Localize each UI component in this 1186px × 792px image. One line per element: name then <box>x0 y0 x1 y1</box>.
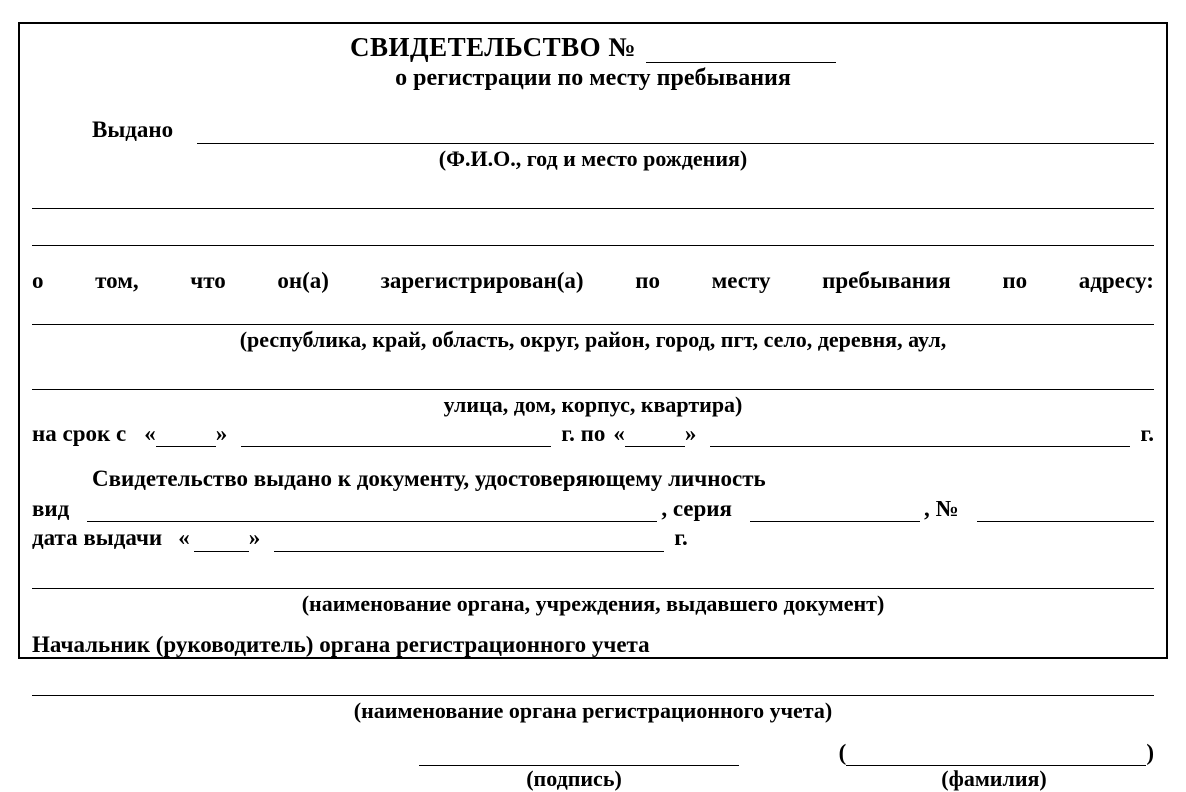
period-day2-blank[interactable] <box>625 424 685 447</box>
kind-label: вид <box>32 495 69 523</box>
period-day1-blank[interactable] <box>156 424 216 447</box>
doc-series-blank[interactable] <box>750 499 920 522</box>
w2: том, <box>95 268 138 294</box>
chief-line: Начальник (руководитель) органа регистра… <box>32 631 650 659</box>
doc-date-day-blank[interactable] <box>194 529 249 552</box>
num-label: , № <box>924 495 959 523</box>
surname-hint: (фамилия) <box>834 766 1154 792</box>
issued-to-blank[interactable] <box>197 121 1154 144</box>
q-close-2: » <box>685 420 697 448</box>
subtitle: о регистрации по месту пребывания <box>32 65 1154 92</box>
issuer-blank[interactable] <box>32 566 1154 589</box>
doc-number-blank[interactable] <box>977 499 1154 522</box>
line-blank-1[interactable] <box>32 186 1154 209</box>
issued-row: Выдано <box>32 116 1154 144</box>
period-month1-blank[interactable] <box>241 424 551 447</box>
address-hint-2: улица, дом, корпус, квартира) <box>32 392 1154 418</box>
w3: что <box>190 268 225 294</box>
period-row: на срок с « » г. по « » г. <box>32 420 1154 448</box>
registered-sentence: о том, что он(а) зарегистрирован(а) по м… <box>32 268 1154 294</box>
w7: месту <box>712 268 771 294</box>
w8: пребывания <box>822 268 951 294</box>
surname-close-paren: ) <box>1146 740 1154 766</box>
doc-sentence-row: Свидетельство выдано к документу, удосто… <box>32 465 1154 493</box>
period-mid: г. по <box>561 420 605 448</box>
title-row: СВИДЕТЕЛЬСТВО № <box>32 32 1154 63</box>
w9: по <box>1002 268 1027 294</box>
q-open-2: « <box>613 420 625 448</box>
period-prefix: на срок с <box>32 420 126 448</box>
address-blank-1[interactable] <box>32 302 1154 325</box>
period-month2-blank[interactable] <box>710 424 1130 447</box>
signature-hints: (подпись) (фамилия) <box>32 766 1154 792</box>
certificate-number-blank[interactable] <box>646 40 836 63</box>
doc-date-row: дата выдачи « » г. <box>32 524 1154 552</box>
w6: по <box>635 268 660 294</box>
date-q-open: « <box>178 524 190 552</box>
w4: он(а) <box>277 268 329 294</box>
signature-hint: (подпись) <box>414 766 734 792</box>
line-blank-2[interactable] <box>32 223 1154 246</box>
doc-fields-row: вид , серия , № <box>32 495 1154 523</box>
issuer-hint: (наименование органа, учреждения, выдавш… <box>32 591 1154 617</box>
date-label: дата выдачи <box>32 524 162 552</box>
address-blank-2[interactable] <box>32 367 1154 390</box>
date-q-close: » <box>249 524 261 552</box>
chief-row: Начальник (руководитель) органа регистра… <box>32 631 1154 659</box>
doc-sentence: Свидетельство выдано к документу, удосто… <box>92 465 766 493</box>
registrar-blank[interactable] <box>32 673 1154 696</box>
title-text: СВИДЕТЕЛЬСТВО № <box>350 32 636 63</box>
address-hint-1: (республика, край, область, округ, район… <box>32 327 1154 353</box>
registrar-hint: (наименование органа регистрационного уч… <box>32 698 1154 724</box>
page: СВИДЕТЕЛЬСТВО № о регистрации по месту п… <box>0 0 1186 677</box>
fio-hint: (Ф.И.О., год и место рождения) <box>32 146 1154 172</box>
series-label: , серия <box>661 495 732 523</box>
document-frame: СВИДЕТЕЛЬСТВО № о регистрации по месту п… <box>18 22 1168 659</box>
period-end: г. <box>1140 420 1154 448</box>
date-year-suffix: г. <box>674 524 688 552</box>
w10: адресу: <box>1079 268 1154 294</box>
surname-blank[interactable] <box>846 743 1146 766</box>
surname-open-paren: ( <box>839 740 847 766</box>
doc-kind-blank[interactable] <box>87 499 657 522</box>
signature-row: ( ) <box>32 740 1154 766</box>
q-open-1: « <box>144 420 156 448</box>
issued-label: Выдано <box>92 116 173 144</box>
signature-blank[interactable] <box>419 743 739 766</box>
q-close-1: » <box>216 420 228 448</box>
w5: зарегистрирован(а) <box>381 268 584 294</box>
w1: о <box>32 268 44 294</box>
doc-date-month-blank[interactable] <box>274 529 664 552</box>
